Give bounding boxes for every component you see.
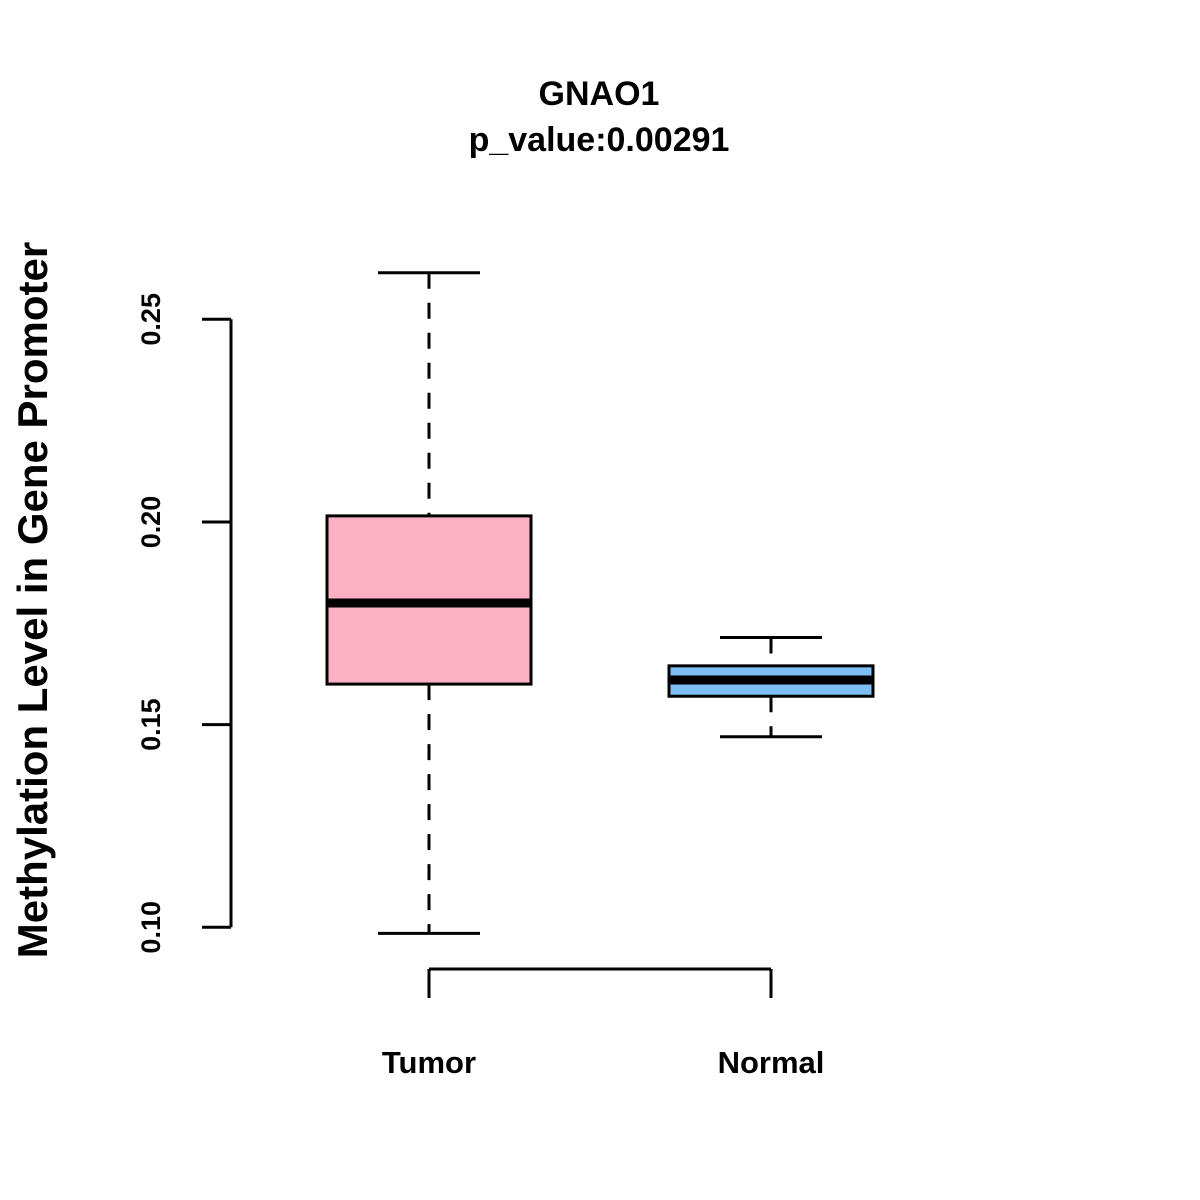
box-normal (667, 635, 875, 739)
x-axis: Tumor Normal (382, 967, 825, 1080)
y-tick-label: 0.20 (136, 496, 166, 549)
chart-subtitle: p_value:0.00291 (469, 121, 730, 159)
y-tick-label: 0.10 (136, 901, 166, 954)
boxes-group (325, 271, 875, 935)
x-tick-label-tumor: Tumor (382, 1045, 476, 1080)
y-tick-label: 0.25 (136, 293, 166, 346)
y-axis-label: Methylation Level in Gene Promoter (9, 242, 56, 958)
x-tick-label-normal: Normal (718, 1045, 825, 1080)
y-axis: 0.10 0.15 0.20 0.25 (136, 293, 233, 954)
box-tumor (325, 271, 533, 935)
y-tick-label: 0.15 (136, 698, 166, 751)
chart-title: GNAO1 (539, 75, 660, 113)
